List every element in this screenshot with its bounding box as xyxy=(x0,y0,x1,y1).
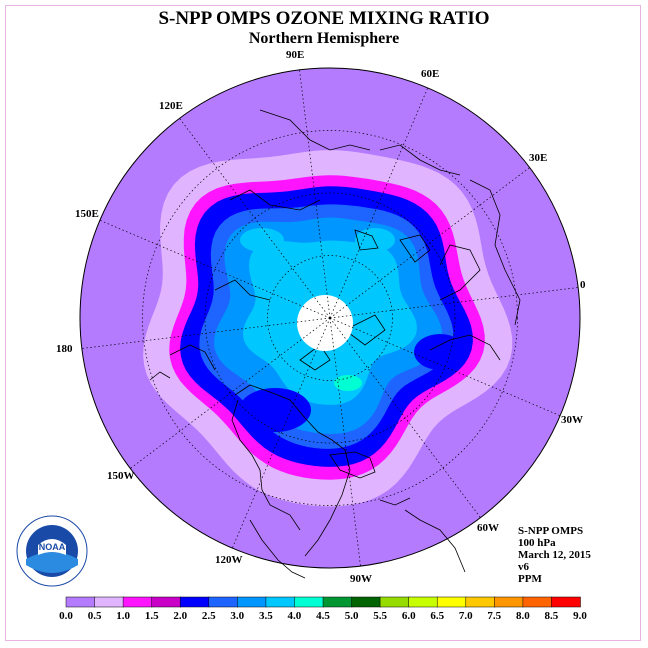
colorbar-tick-label: 1.5 xyxy=(145,610,159,622)
colorbar-tick-label: 6.5 xyxy=(430,610,444,622)
colorbar-tick-label: 8.0 xyxy=(516,610,530,622)
graticule xyxy=(81,69,579,567)
longitude-label: 180 xyxy=(56,343,73,355)
colorbar-swatch xyxy=(408,596,439,608)
colorbar-tick-label: 6.0 xyxy=(402,610,416,622)
meridian-line xyxy=(231,317,331,549)
colorbar-swatch xyxy=(551,596,581,608)
colorbar-swatch xyxy=(294,596,324,608)
colorbar-tick-label: 4.0 xyxy=(288,610,302,622)
colorbar-swatch xyxy=(351,596,381,608)
colorbar-swatch xyxy=(436,596,467,608)
polar-gap xyxy=(297,295,353,351)
meridian-line xyxy=(329,317,481,518)
meridian-line xyxy=(329,317,561,417)
colorbar-tick-label: 3.5 xyxy=(259,610,273,622)
patch-blue-sw xyxy=(239,388,311,432)
colorbar-tick-label: 7.5 xyxy=(487,610,501,622)
colorbar-tick-label: 3.0 xyxy=(230,610,244,622)
colorbar-swatch xyxy=(379,596,410,608)
colorbar-tick-label: 4.5 xyxy=(316,610,330,622)
meridian-line xyxy=(329,87,429,319)
plot-frame xyxy=(5,5,641,641)
latitude-circle xyxy=(142,130,518,506)
patch-cyan-3 xyxy=(240,228,284,252)
info-level: 100 hPa xyxy=(518,537,556,549)
colorbar-swatch xyxy=(265,596,296,608)
colorbar-tick-label: 8.5 xyxy=(545,610,559,622)
patch-cyan-2 xyxy=(355,228,395,252)
latitude-circle xyxy=(204,192,456,444)
longitude-label: 30E xyxy=(529,152,548,164)
noaa-logo-icon: NOAA xyxy=(16,515,88,587)
patch-blue-se xyxy=(414,334,466,370)
colorbar-swatch xyxy=(322,596,353,608)
patch-teal xyxy=(334,375,362,391)
colorbar-swatch xyxy=(237,596,267,608)
longitude-label: 120W xyxy=(215,554,243,566)
longitude-label: 30W xyxy=(561,414,583,426)
meridian-line xyxy=(329,287,579,319)
colorbar-swatch xyxy=(151,596,182,608)
info-date: March 12, 2015 xyxy=(518,549,591,561)
meridian-line xyxy=(99,219,331,319)
meridian-line xyxy=(130,317,331,469)
latitude-circle xyxy=(267,255,393,381)
colorbar-tick-label: 2.5 xyxy=(202,610,216,622)
colorbar-swatch xyxy=(122,596,153,608)
longitude-label: 90E xyxy=(286,49,305,61)
colorbar-swatch xyxy=(494,596,524,608)
info-version: v6 xyxy=(518,561,529,573)
map-title: S-NPP OMPS OZONE MIXING RATIO xyxy=(158,8,490,29)
map-subtitle: Northern Hemisphere xyxy=(248,30,400,47)
colorbar-tick-label: 9.0 xyxy=(573,610,587,622)
colorbar-swatch xyxy=(208,596,239,608)
colorbar-tick-label: 0.5 xyxy=(88,610,102,622)
colorbar-swatch xyxy=(522,596,553,608)
colorbar-tick-label: 1.0 xyxy=(116,610,130,622)
colorbar-tick-label: 5.5 xyxy=(373,610,387,622)
colorbar-swatch xyxy=(179,596,210,608)
longitude-label: 90W xyxy=(350,573,372,585)
map-info: S-NPP OMPS 100 hPa March 12, 2015 v6 PPM xyxy=(518,525,591,585)
colorbar-swatch xyxy=(65,596,96,608)
info-instrument: S-NPP OMPS xyxy=(518,525,584,537)
longitude-label: 60W xyxy=(477,522,499,534)
patch-cyan-1 xyxy=(312,257,368,293)
info-units: PPM xyxy=(518,573,542,585)
colorbar-swatch xyxy=(94,596,124,608)
longitude-label: 150W xyxy=(107,470,135,482)
colorbar-tick-label: 7.0 xyxy=(459,610,473,622)
logo-text: NOAA xyxy=(39,542,66,552)
colorbar-swatch xyxy=(465,596,496,608)
longitude-label: 150E xyxy=(75,208,99,220)
longitude-label: 0 xyxy=(580,279,586,291)
colorbar-tick-label: 2.0 xyxy=(173,610,187,622)
longitude-label: 120E xyxy=(159,100,183,112)
colorbar-tick-label: 0.0 xyxy=(59,610,73,622)
coastlines xyxy=(149,109,521,579)
longitude-label: 60E xyxy=(421,68,440,80)
colorbar-tick-label: 5.0 xyxy=(345,610,359,622)
